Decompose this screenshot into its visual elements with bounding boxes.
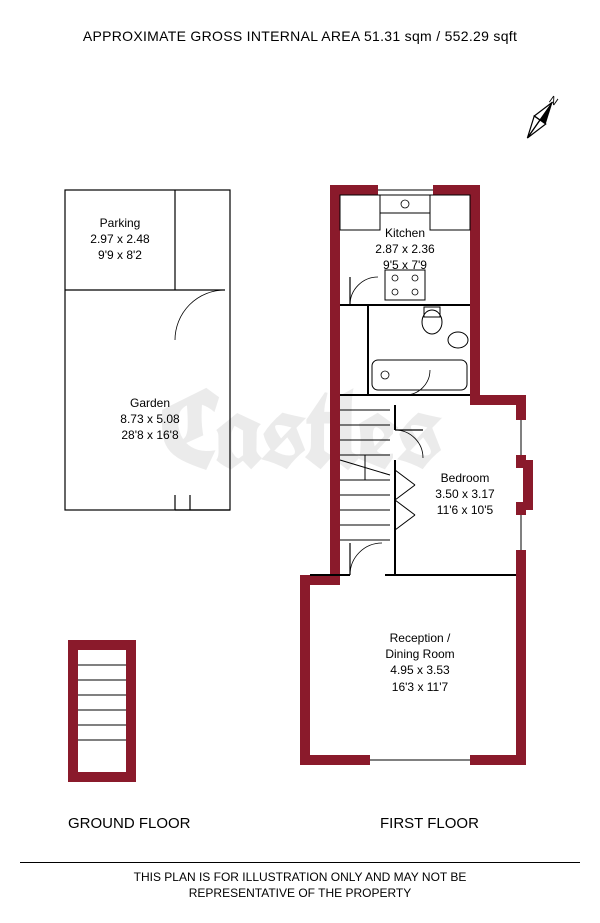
floorplan-svg [0,0,600,923]
ground-floor-label: GROUND FLOOR [68,815,191,832]
garden-label: Garden 8.73 x 5.08 28'8 x 16'8 [100,395,200,444]
first-floor-label: FIRST FLOOR [380,815,479,832]
footer-disclaimer: THIS PLAN IS FOR ILLUSTRATION ONLY AND M… [0,869,600,901]
ground-stairwell [68,640,136,782]
parking-label: Parking 2.97 x 2.48 9'9 x 8'2 [75,215,165,264]
reception-label: Reception / Dining Room 4.95 x 3.53 16'3… [360,630,480,695]
bedroom-label: Bedroom 3.50 x 3.17 11'6 x 10'5 [420,470,510,519]
footer-divider [20,862,580,863]
kitchen-label: Kitchen 2.87 x 2.36 9'5 x 7'9 [360,225,450,274]
